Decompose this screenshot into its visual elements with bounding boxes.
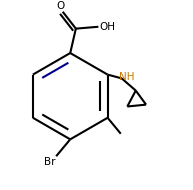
Text: Br: Br: [44, 157, 56, 167]
Text: OH: OH: [99, 22, 115, 32]
Text: O: O: [57, 1, 65, 11]
Text: NH: NH: [119, 72, 134, 82]
